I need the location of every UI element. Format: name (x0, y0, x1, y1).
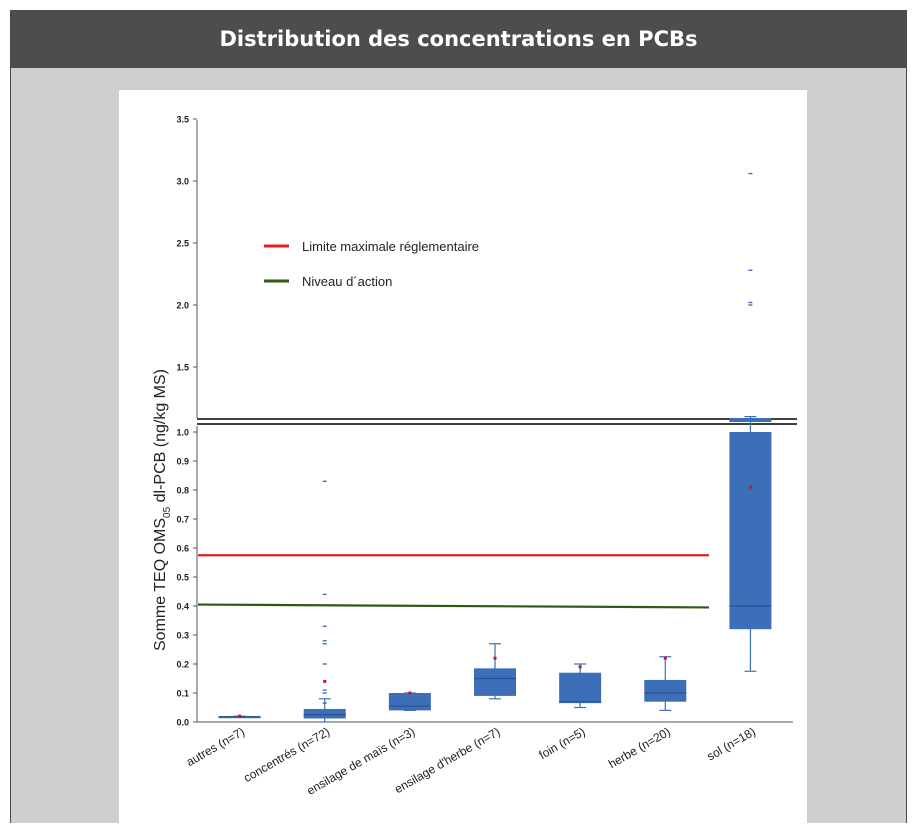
mean-marker (663, 656, 667, 660)
mean-marker (493, 656, 497, 660)
x-tick-label: sol (n=18) (704, 724, 758, 763)
box-body (559, 672, 602, 704)
box-5 (644, 656, 687, 712)
mean-marker (408, 691, 412, 695)
legend-label-limite: Limite maximale réglementaire (302, 239, 479, 254)
y-tick-label: 0.9 (176, 457, 189, 467)
box-body (729, 432, 772, 630)
x-tick-label: autres (n=7) (184, 724, 247, 769)
box-body-upper (729, 418, 772, 422)
box-body (303, 708, 346, 719)
y-axis-label: Somme TEQ OMS05 dl-PCB (ng/kg MS) (152, 369, 173, 651)
y-tick-label: 2.0 (176, 301, 189, 311)
mean-marker (238, 714, 242, 718)
plot-panel: 0.0 0.1 0.2 0.3 0.4 0.5 0.6 0.7 0.8 0.9 1.0 1.5 2.0 2… (119, 90, 807, 823)
mean-marker (578, 665, 582, 669)
box-body (474, 668, 516, 696)
y-tick-label: 0.1 (176, 689, 189, 699)
y-tick-label: 0.6 (176, 544, 189, 554)
y-tick-label: 1.5 (176, 363, 189, 373)
y-tick-label: 1.0 (176, 428, 189, 438)
mean-marker (748, 485, 752, 489)
y-tick-label: 0.0 (176, 718, 189, 728)
y-tick-label: 0.3 (176, 631, 189, 641)
y-tick-label: 0.8 (176, 486, 189, 496)
y-tick-label: 0.5 (176, 573, 189, 583)
box-1 (303, 480, 346, 723)
chart-title: Distribution des concentrations en PCBs (11, 10, 906, 68)
y-tick-label: 0.4 (176, 602, 189, 612)
x-tick-label: herbe (n=20) (606, 724, 673, 771)
mean-marker (323, 679, 327, 683)
y-tick-label: 0.2 (176, 660, 189, 670)
box-body (644, 679, 687, 702)
y-tick-label: 3.5 (176, 115, 189, 125)
pcb-box-plot: 0.0 0.1 0.2 0.3 0.4 0.5 0.6 0.7 0.8 0.9 1.0 1.5 2.0 2… (152, 115, 797, 798)
y-tick-label: 3.0 (176, 177, 189, 187)
legend-label-niveau: Niveau d´action (302, 274, 392, 289)
box-4 (559, 663, 602, 709)
box-0 (218, 714, 261, 719)
box-6 (729, 172, 772, 672)
x-tick-label: foin (n=5) (536, 724, 587, 762)
legend: Limite maximale réglementaire Niveau d´a… (264, 239, 479, 289)
box-3 (474, 643, 516, 700)
y-tick-label: 0.7 (176, 515, 189, 525)
reference-line-1 (197, 603, 710, 609)
box-body (388, 693, 431, 711)
box-2 (388, 691, 431, 712)
y-tick-label: 2.5 (176, 239, 189, 249)
x-tick-label: concentrés (n=72) (241, 724, 332, 785)
chart-frame: Distribution des concentrations en PCBs … (10, 10, 907, 823)
